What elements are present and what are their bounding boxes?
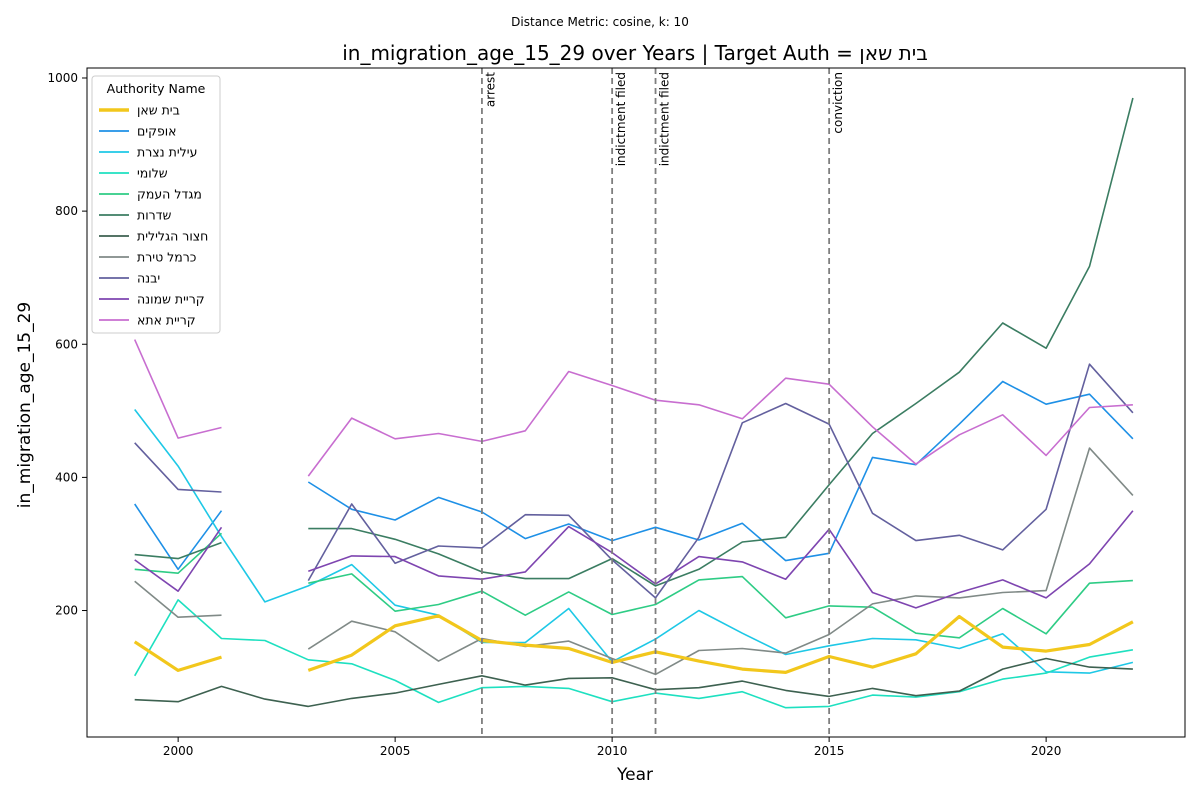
y-axis-label: in_migration_age_15_29 — [15, 302, 35, 508]
legend-title: Authority Name — [107, 81, 206, 96]
legend-label: מגדל העמק — [137, 187, 202, 202]
legend-label: שלומי — [137, 166, 168, 181]
event-label: conviction — [831, 72, 845, 134]
series-8-line-segment — [134, 442, 222, 493]
chart-title: in_migration_age_15_29 over Years | Targ… — [342, 41, 928, 65]
legend-label: קריית שמונה — [137, 292, 205, 307]
series-7-line-segment — [134, 580, 222, 619]
legend-label: אופקים — [137, 124, 177, 139]
y-tick-label: 400 — [55, 470, 78, 484]
legend-label: כרמל טירת — [137, 250, 196, 265]
y-tick-label: 600 — [55, 337, 78, 351]
legend-label: בית שאן — [137, 103, 180, 118]
legend-label: חצור הגלילית — [137, 229, 208, 244]
series-6-line-segment — [134, 657, 1133, 708]
event-label: indictment filed — [614, 72, 628, 166]
series-4-line-segment — [308, 573, 1133, 639]
legend-label: יבנה — [137, 271, 160, 286]
series-4-line-segment — [134, 532, 223, 575]
series-2-line-segment — [134, 409, 1134, 674]
y-tick-label: 1000 — [47, 71, 78, 85]
legend-label: קריית אתא — [137, 313, 196, 328]
series-1-line-segment — [307, 380, 1134, 562]
series-9-line-segment — [134, 526, 223, 593]
x-tick-label: 2005 — [380, 744, 411, 758]
legend-box — [91, 75, 221, 334]
x-tick-label: 2010 — [597, 744, 628, 758]
x-tick-label: 2015 — [814, 744, 845, 758]
event-label: indictment filed — [657, 72, 671, 166]
series-0-line-segment — [307, 614, 1134, 675]
x-tick-label: 2020 — [1031, 744, 1062, 758]
plot-area: arrest indictment filed indictment filed co… — [47, 67, 1186, 758]
y-tick-label: 800 — [55, 204, 78, 218]
x-tick-label: 2000 — [163, 744, 194, 758]
event-label: arrest — [484, 72, 498, 107]
y-tick-label: 200 — [55, 604, 78, 618]
series-10-line-segment — [307, 370, 1133, 477]
series-10-line-segment — [133, 339, 222, 439]
series-8-line-segment — [307, 363, 1134, 599]
legend-label: שדרות — [137, 208, 172, 223]
x-axis-label: Year — [616, 765, 653, 785]
series-9-line-segment — [308, 510, 1134, 609]
series-1-line-segment — [134, 503, 223, 571]
chart-suptitle: Distance Metric: cosine, k: 10 — [511, 15, 689, 29]
series-3-line-segment — [134, 599, 1134, 709]
series-0-line-segment — [133, 640, 222, 673]
legend-label: עילית נצרת — [137, 145, 197, 160]
plot-frame — [86, 67, 1186, 738]
series-5-line-segment — [308, 97, 1134, 587]
series-7-line-segment — [307, 447, 1134, 676]
